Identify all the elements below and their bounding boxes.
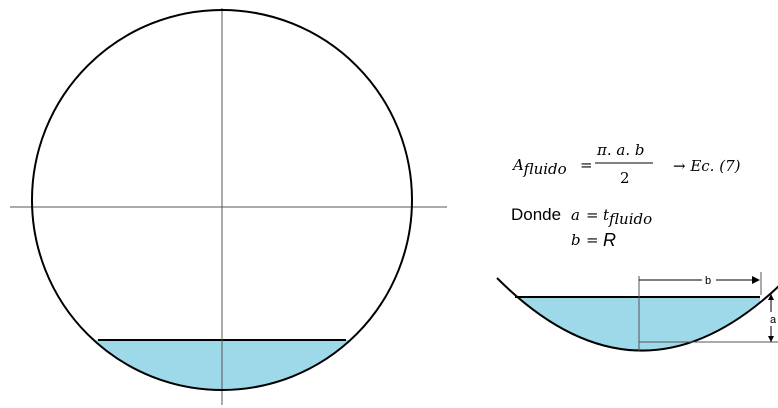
svg-text:tfluido: tfluido (603, 206, 652, 228)
formula-numerator: π. a. b (596, 141, 644, 159)
def-a-var: a (571, 206, 580, 224)
formula-lhs-subscript: fluido (523, 160, 567, 178)
def-a-rhs-subscript: fluido (608, 210, 652, 228)
a-label-bg (767, 312, 778, 326)
svg-text:Afluido: Afluido (511, 156, 567, 178)
b-dimension-label: b (705, 275, 711, 287)
a-arrow-head-bottom (768, 336, 774, 342)
formula-equals: = (580, 156, 593, 174)
a-arrow-head-top (768, 294, 774, 300)
formula-reference: → Ec. (7) (673, 157, 741, 175)
area-formula: Afluido = π. a. b 2 → Ec. (7) (511, 141, 741, 187)
a-dimension-label: a (770, 314, 777, 326)
where-keyword: Donde (511, 205, 561, 224)
def-a-eq: = (586, 206, 599, 224)
tank-outline (31, 9, 413, 391)
tank-cross-section (10, 8, 447, 405)
def-b-eq: = (586, 231, 599, 249)
bowl-detail: b a (496, 272, 778, 352)
formula-denominator: 2 (620, 169, 630, 187)
svg-text:a: a (571, 206, 580, 224)
def-b-var: b (571, 231, 581, 249)
formula-lhs-symbol: A (511, 156, 524, 174)
def-a-rhs-symbol: t (603, 206, 610, 224)
fluid-fill-tank (32, 340, 412, 390)
variable-definitions: Donde a = tfluido b = R (511, 205, 652, 250)
b-label-bg (702, 272, 716, 286)
def-b-rhs: R (603, 230, 616, 250)
